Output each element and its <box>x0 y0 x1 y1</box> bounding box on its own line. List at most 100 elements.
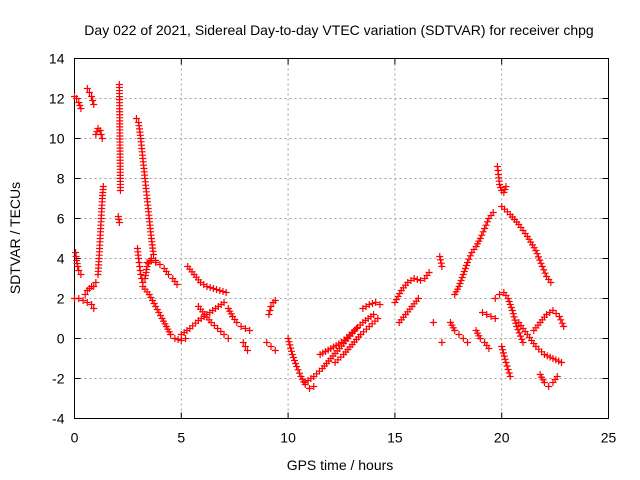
data-point <box>455 331 463 338</box>
data-point <box>505 369 513 377</box>
data-point <box>549 307 557 314</box>
data-point <box>394 293 402 300</box>
x-tick-label: 20 <box>494 430 510 446</box>
data-point <box>437 259 445 267</box>
data-point <box>510 313 518 321</box>
data-point <box>393 296 401 303</box>
data-point <box>293 363 301 370</box>
y-axis-label: SDTVAR / TECUs <box>7 182 23 294</box>
data-point <box>465 255 473 263</box>
data-point <box>292 360 300 367</box>
data-point <box>288 347 296 355</box>
data-point <box>173 281 181 288</box>
data-point <box>77 271 85 278</box>
data-point <box>171 335 179 342</box>
data-point <box>239 339 247 346</box>
data-point <box>503 362 511 370</box>
y-tick-label: 10 <box>49 131 65 147</box>
data-point <box>505 298 513 305</box>
data-point <box>286 341 294 349</box>
data-point <box>372 299 380 306</box>
data-point <box>436 253 444 260</box>
data-point <box>414 295 422 302</box>
chart-title: Day 022 of 2021, Sidereal Day-to-day VTE… <box>84 22 593 38</box>
data-point <box>88 93 96 100</box>
data-point <box>150 300 158 307</box>
data-point <box>536 256 544 264</box>
data-point <box>560 323 568 330</box>
data-point <box>220 331 228 338</box>
data-point <box>370 311 378 318</box>
data-point <box>271 347 279 354</box>
data-point <box>508 307 516 314</box>
data-point <box>540 266 548 274</box>
data-point <box>410 275 418 282</box>
data-point <box>233 319 241 326</box>
data-point <box>294 366 302 374</box>
data-point <box>152 303 160 310</box>
data-point <box>483 218 491 226</box>
x-tick-label: 5 <box>177 430 185 446</box>
data-point <box>507 304 515 311</box>
data-point <box>291 357 299 364</box>
data-point <box>284 335 292 342</box>
data-point <box>514 326 522 334</box>
data-point <box>164 271 172 278</box>
data-point <box>288 351 296 358</box>
data-point <box>558 319 566 327</box>
y-tick-label: 12 <box>49 91 65 107</box>
data-point <box>217 328 225 335</box>
data-point <box>533 250 541 258</box>
data-point <box>132 115 140 122</box>
data-point <box>90 283 98 290</box>
data-point <box>513 323 521 330</box>
data-point <box>552 310 560 317</box>
data-point <box>485 345 493 352</box>
data-point <box>482 221 490 229</box>
plot-frame <box>74 58 609 419</box>
data-point <box>496 291 504 298</box>
data-point <box>478 231 486 239</box>
data-point <box>479 228 487 236</box>
data-point <box>203 283 211 290</box>
data-point <box>459 335 467 342</box>
data-point <box>83 85 91 92</box>
data-point <box>502 183 510 190</box>
data-point <box>491 315 499 322</box>
data-point <box>210 322 218 329</box>
data-point <box>147 294 155 301</box>
data-point <box>483 311 491 318</box>
data-point <box>75 267 83 274</box>
data-point <box>417 277 425 284</box>
data-point <box>244 347 252 354</box>
data-point <box>501 186 509 193</box>
data-point <box>511 316 519 324</box>
data-point <box>391 299 399 306</box>
data-point <box>266 307 274 314</box>
data-point <box>150 251 158 258</box>
data-point <box>506 373 514 380</box>
data-point <box>265 311 273 318</box>
y-tick-label: -2 <box>52 371 65 387</box>
data-point <box>289 354 297 361</box>
data-point <box>216 287 224 294</box>
data-point <box>504 366 512 373</box>
data-point <box>466 252 474 260</box>
data-point <box>504 295 512 302</box>
data-points <box>71 81 568 392</box>
data-point <box>476 335 484 342</box>
data-point <box>246 327 254 334</box>
data-point <box>116 187 124 194</box>
data-point <box>241 343 249 350</box>
data-point <box>499 346 507 354</box>
data-point <box>156 261 164 268</box>
data-point <box>352 325 360 332</box>
data-point <box>92 279 100 286</box>
data-point <box>137 271 145 278</box>
data-point <box>500 189 508 196</box>
data-point <box>90 305 98 312</box>
data-point <box>214 325 222 332</box>
data-point <box>498 343 506 350</box>
data-point <box>464 339 472 346</box>
data-point <box>509 310 517 318</box>
